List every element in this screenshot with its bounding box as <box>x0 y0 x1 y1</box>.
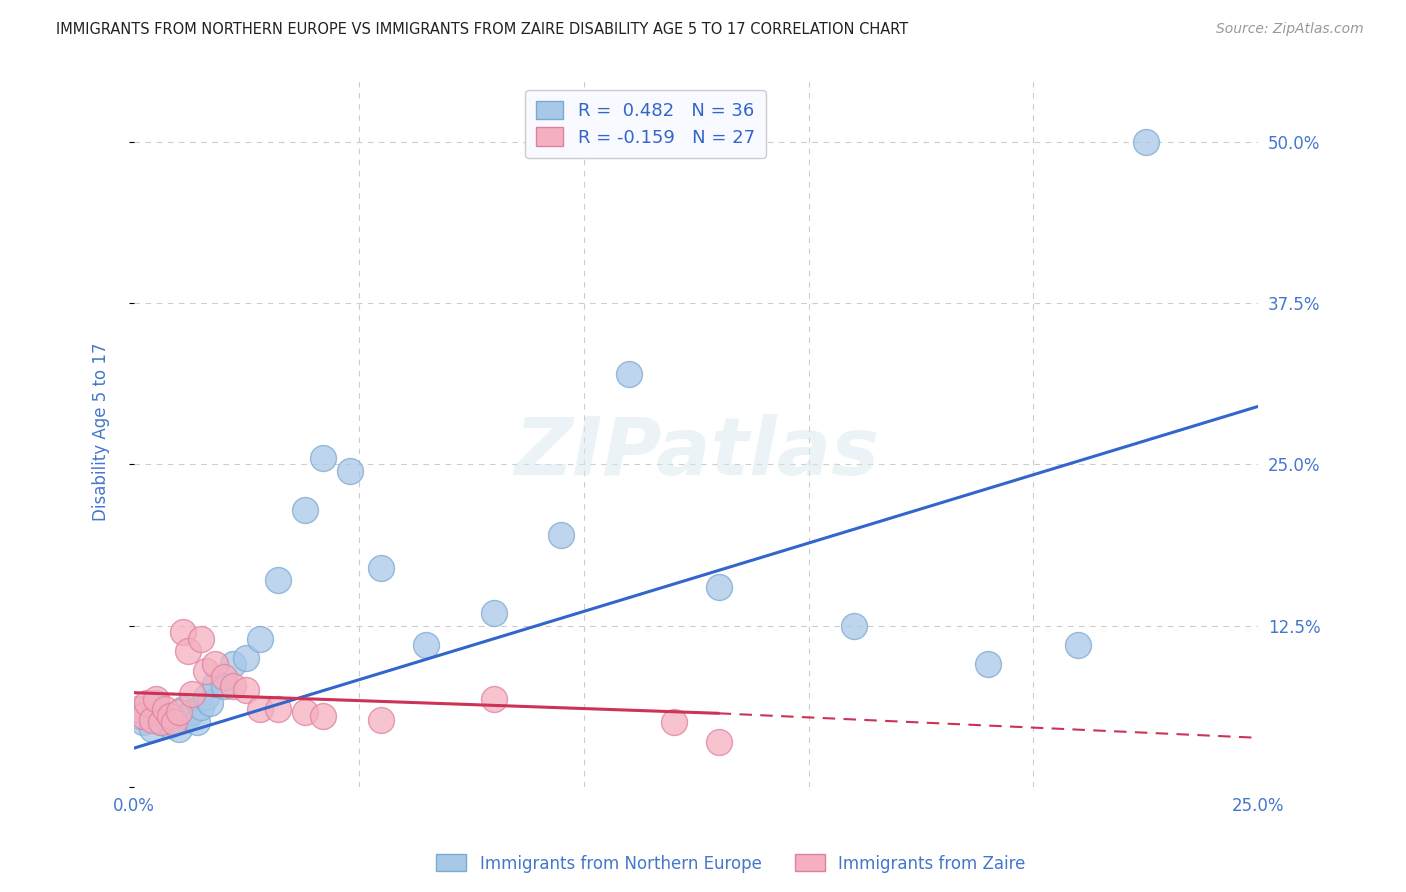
Point <box>370 713 392 727</box>
Point <box>159 709 181 723</box>
Point <box>842 618 865 632</box>
Text: IMMIGRANTS FROM NORTHERN EUROPE VS IMMIGRANTS FROM ZAIRE DISABILITY AGE 5 TO 17 : IMMIGRANTS FROM NORTHERN EUROPE VS IMMIG… <box>56 22 908 37</box>
Point <box>267 574 290 588</box>
Point <box>212 679 235 693</box>
Point <box>136 696 159 710</box>
Point <box>267 702 290 716</box>
Point <box>194 690 217 704</box>
Point <box>167 722 190 736</box>
Point <box>127 709 149 723</box>
Point <box>132 715 155 730</box>
Point <box>222 657 245 672</box>
Point <box>707 734 730 748</box>
Point <box>141 722 163 736</box>
Point <box>159 718 181 732</box>
Point <box>662 715 685 730</box>
Point <box>1135 135 1157 149</box>
Point <box>163 713 186 727</box>
Point <box>204 676 226 690</box>
Point <box>145 696 167 710</box>
Point <box>177 644 200 658</box>
Point <box>294 705 316 719</box>
Point <box>312 450 335 465</box>
Point <box>294 502 316 516</box>
Point <box>235 683 257 698</box>
Point <box>149 715 172 730</box>
Point <box>617 367 640 381</box>
Point <box>141 713 163 727</box>
Legend: R =  0.482   N = 36, R = -0.159   N = 27: R = 0.482 N = 36, R = -0.159 N = 27 <box>526 90 766 158</box>
Point <box>222 679 245 693</box>
Text: ZIPatlas: ZIPatlas <box>513 415 879 492</box>
Point <box>136 702 159 716</box>
Point <box>127 702 149 716</box>
Point <box>370 560 392 574</box>
Text: Source: ZipAtlas.com: Source: ZipAtlas.com <box>1216 22 1364 37</box>
Point <box>339 464 361 478</box>
Point <box>190 699 212 714</box>
Point <box>194 664 217 678</box>
Point <box>550 528 572 542</box>
Point <box>249 632 271 646</box>
Point <box>482 692 505 706</box>
Point <box>415 638 437 652</box>
Point <box>172 702 194 716</box>
Point <box>200 696 222 710</box>
Point <box>312 709 335 723</box>
Point <box>482 606 505 620</box>
Point <box>181 705 204 719</box>
Point <box>149 715 172 730</box>
Point <box>167 705 190 719</box>
Point <box>155 702 177 716</box>
Point <box>186 715 208 730</box>
Point <box>132 709 155 723</box>
Point <box>204 657 226 672</box>
Point <box>1067 638 1090 652</box>
Point <box>172 625 194 640</box>
Point <box>163 715 186 730</box>
Point <box>249 702 271 716</box>
Point <box>177 709 200 723</box>
Point <box>707 580 730 594</box>
Point <box>155 709 177 723</box>
Point <box>212 670 235 684</box>
Y-axis label: Disability Age 5 to 17: Disability Age 5 to 17 <box>93 343 110 522</box>
Point <box>145 692 167 706</box>
Point <box>977 657 1000 672</box>
Legend: Immigrants from Northern Europe, Immigrants from Zaire: Immigrants from Northern Europe, Immigra… <box>430 847 1032 880</box>
Point <box>235 651 257 665</box>
Point <box>181 687 204 701</box>
Point <box>190 632 212 646</box>
